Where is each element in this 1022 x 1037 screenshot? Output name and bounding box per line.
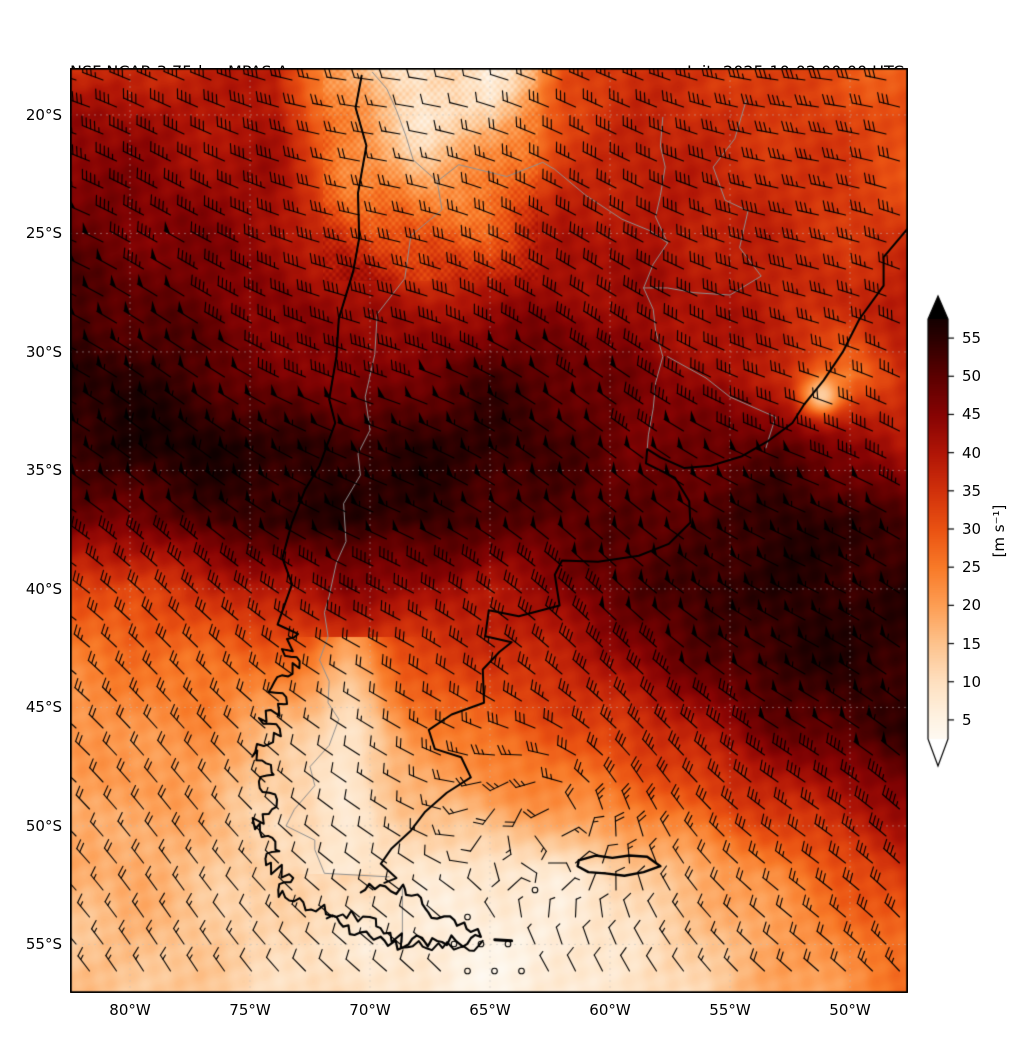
lon-tick-label: 50°W (829, 1001, 871, 1019)
lat-tick-label: 30°S (25, 342, 62, 361)
lat-tick-label: 35°S (25, 461, 62, 480)
lat-tick-label: 25°S (25, 224, 62, 243)
lon-tick-label: 65°W (469, 1001, 511, 1019)
lat-tick-label: 55°S (25, 935, 62, 954)
lat-tick-label: 50°S (25, 816, 62, 835)
colorbar-tick-label: 35 (962, 481, 982, 500)
colorbar-tick-label: 55 (962, 329, 982, 348)
colorbar-tick-label: 5 (962, 710, 972, 729)
lon-tick-label: 60°W (589, 1001, 631, 1019)
colorbar-tick-label: 20 (962, 596, 982, 615)
colorbar-tick-label: 45 (962, 405, 982, 424)
colorbar-tick-label: 30 (962, 520, 982, 538)
colorbar-canvas (926, 294, 956, 769)
colorbar (926, 294, 956, 769)
lon-tick-label: 70°W (349, 1001, 391, 1019)
colorbar-tick-label: 40 (962, 443, 982, 462)
lon-tick-label: 55°W (709, 1001, 751, 1019)
lat-tick-label: 45°S (25, 698, 62, 717)
lon-tick-label: 80°W (109, 1001, 151, 1019)
lat-tick-label: 40°S (25, 579, 62, 598)
colorbar-tick-label: 50 (962, 367, 982, 386)
lat-tick-label: 20°S (25, 105, 62, 124)
lon-tick-label: 75°W (229, 1001, 271, 1019)
map-area (70, 68, 908, 993)
colorbar-tick-label: 10 (962, 672, 982, 691)
colorbar-unit-label: [m s⁻¹] (990, 504, 1008, 558)
colorbar-tick-label: 15 (962, 634, 982, 653)
shear-map-canvas (70, 68, 908, 993)
colorbar-tick-label: 25 (962, 558, 982, 577)
